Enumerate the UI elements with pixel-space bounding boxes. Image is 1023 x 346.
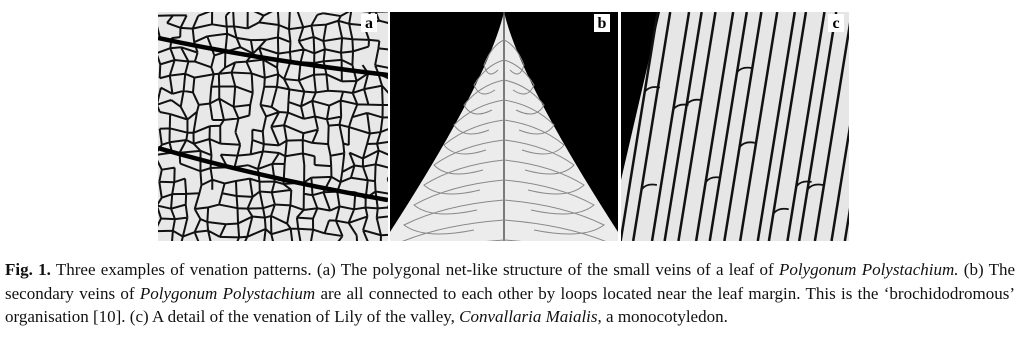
caption-label: Fig. 1. <box>5 260 51 279</box>
caption-italic: Polygonum Polystachium. <box>778 260 959 279</box>
panel-c-image <box>621 12 849 241</box>
panel-label: c <box>832 15 839 32</box>
caption-text: , a monocotyledon. <box>597 307 728 326</box>
caption-text: Three examples of venation patterns. (a)… <box>50 260 779 279</box>
panel-label: a <box>365 15 373 32</box>
caption-text: (b) The secondary veins of <box>5 260 1016 303</box>
panel-b-image <box>390 12 618 241</box>
panel-labels: a b c <box>361 14 844 32</box>
figure: a b c <box>158 12 849 241</box>
caption-italic: Polygonum Polystachium <box>139 283 316 303</box>
figure-caption: Fig. 1. Three examples of venation patte… <box>5 258 1015 329</box>
caption-italic: Convallaria Maialis <box>459 307 598 326</box>
panel-a-image <box>158 12 388 241</box>
caption-text: are all connected to each other by loops… <box>5 283 1016 327</box>
panel-label: b <box>598 15 607 32</box>
